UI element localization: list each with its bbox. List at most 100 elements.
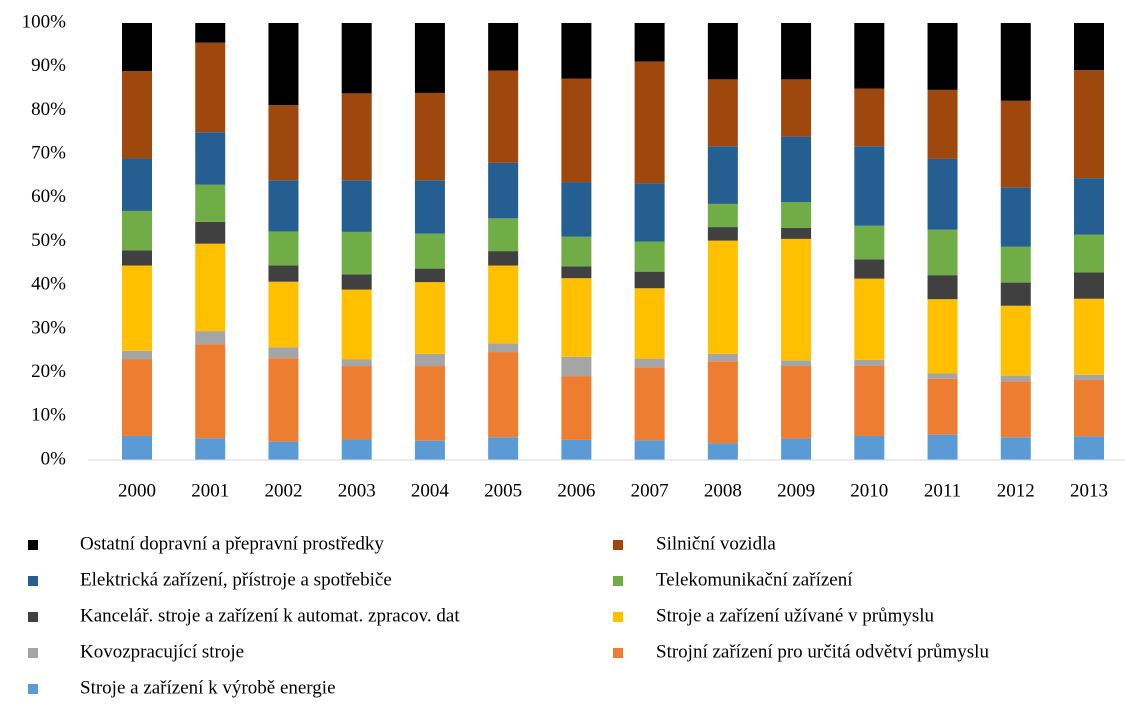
x-tick-label: 2010 — [850, 480, 888, 501]
bar-segment — [634, 241, 665, 272]
bar-segment — [854, 365, 885, 436]
bar-segment — [927, 275, 958, 300]
x-tick-label: 2007 — [631, 480, 669, 501]
bar-segment — [634, 358, 665, 368]
y-tick-label: 50% — [31, 230, 66, 251]
x-tick-label: 2005 — [484, 480, 522, 501]
bar-segment — [341, 231, 372, 275]
legend-label: Kancelář. stroje a zařízení k automat. z… — [80, 605, 460, 626]
bar-segment — [927, 378, 958, 435]
bar-segment — [488, 251, 519, 266]
y-tick-label: 70% — [31, 142, 66, 163]
bar-segment — [268, 441, 299, 460]
y-tick-label: 40% — [31, 274, 66, 295]
bar-segment — [1000, 375, 1031, 382]
bar-segment — [268, 23, 299, 106]
bar-segment — [927, 299, 958, 374]
bar-segment — [488, 162, 519, 219]
bar-segment — [854, 359, 885, 366]
bar-segment — [122, 210, 152, 251]
bar-segment — [268, 231, 299, 266]
bar-segment — [634, 23, 665, 62]
legend-label: Silniční vozidla — [656, 533, 776, 554]
bar-segment — [122, 71, 152, 159]
bar-segment — [927, 23, 958, 90]
bar-segment — [1000, 23, 1031, 101]
bar-segment — [781, 136, 812, 203]
bar-segment — [414, 440, 445, 460]
bar-segment — [268, 265, 299, 282]
bar-segment — [1000, 437, 1031, 460]
bar-segment — [707, 443, 738, 460]
bar-segment — [195, 132, 226, 185]
bar-segment — [707, 361, 738, 444]
bar-segment — [488, 343, 519, 353]
bar-segment — [1000, 246, 1031, 283]
bar-segment — [195, 331, 226, 345]
bar-segment — [707, 146, 738, 204]
bar-segment — [634, 61, 665, 184]
y-tick-label: 30% — [31, 317, 66, 338]
bar-segment — [414, 23, 445, 93]
bar-segment — [561, 356, 592, 377]
bar-segment — [1074, 436, 1104, 460]
x-tick-label: 2004 — [411, 480, 450, 501]
bar-segment — [341, 23, 372, 94]
bar-segment — [781, 438, 812, 460]
bar-segment — [122, 158, 152, 211]
x-tick-label: 2006 — [557, 480, 595, 501]
bar-segment — [195, 23, 226, 43]
legend-marker — [28, 684, 38, 694]
y-tick-label: 60% — [31, 186, 66, 207]
legend-label: Stroje a zařízení užívané v průmyslu — [656, 605, 935, 626]
bar-segment — [195, 221, 226, 244]
bar-segment — [634, 288, 665, 359]
bar-segment — [488, 437, 519, 460]
bar-segment — [341, 93, 372, 181]
bar-segment — [927, 434, 958, 460]
bar-segment — [268, 180, 299, 232]
bar-segment — [854, 435, 885, 460]
legend-marker — [613, 612, 623, 622]
legend-label: Ostatní dopravní a přepravní prostředky — [80, 533, 384, 554]
x-tick-label: 2011 — [924, 480, 961, 501]
bar-segment — [781, 202, 812, 228]
legend-marker — [28, 612, 38, 622]
bar-segment — [414, 233, 445, 269]
bar-segment — [707, 203, 738, 228]
bar-segment — [927, 229, 958, 276]
bar-segment — [1074, 23, 1104, 71]
bar-segment — [268, 105, 299, 181]
bar-segment — [122, 265, 152, 351]
bar-segment — [927, 373, 958, 379]
bar-segment — [122, 250, 152, 266]
bar-segment — [414, 268, 445, 283]
bar-segment — [195, 344, 226, 439]
bar-segment — [195, 184, 226, 222]
bar-segment — [122, 435, 152, 460]
x-tick-label: 2002 — [264, 480, 302, 501]
bar-segment — [927, 158, 958, 230]
bar-segment — [854, 278, 885, 360]
y-tick-label: 100% — [22, 11, 67, 32]
bar-segment — [707, 23, 738, 80]
bar-segment — [414, 180, 445, 234]
y-tick-label: 0% — [41, 448, 67, 469]
bar-segment — [488, 70, 519, 163]
x-tick-label: 2008 — [704, 480, 742, 501]
bar-segment — [1000, 282, 1031, 306]
legend-marker — [613, 576, 623, 586]
bar-segment — [854, 146, 885, 226]
legend-label: Strojní zařízení pro určitá odvětví prům… — [656, 641, 989, 662]
bar-segment — [707, 353, 738, 362]
y-tick-label: 10% — [31, 405, 66, 426]
bar-segment — [341, 180, 372, 232]
bar-segment — [781, 79, 812, 137]
bar-segment — [854, 88, 885, 147]
x-tick-label: 2012 — [997, 480, 1035, 501]
bar-segment — [488, 352, 519, 438]
bar-segment — [1074, 178, 1104, 235]
bar-segment — [561, 266, 592, 279]
bar-segment — [561, 78, 592, 183]
